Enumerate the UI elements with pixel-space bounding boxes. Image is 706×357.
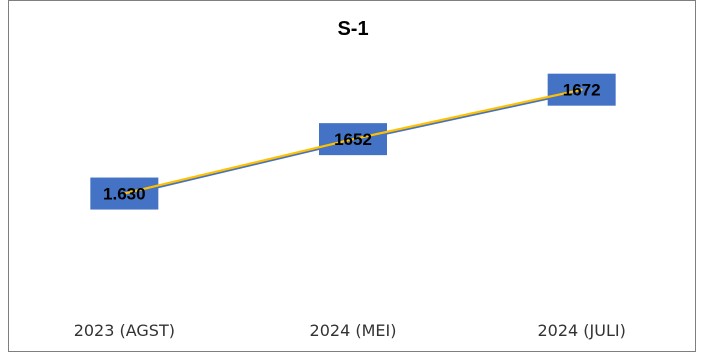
x-tick-label: 2023 (AGST) — [74, 321, 175, 340]
data-label: 1.630 — [103, 185, 146, 204]
x-tick-label: 2024 (MEI) — [310, 321, 397, 340]
data-label: 1672 — [563, 81, 601, 100]
x-tick-label: 2024 (JULI) — [537, 321, 625, 340]
chart-frame — [8, 0, 696, 352]
chart-title: S-1 — [337, 18, 369, 40]
series-line — [123, 89, 583, 197]
series-line — [123, 88, 583, 195]
data-label: 1652 — [334, 130, 372, 149]
